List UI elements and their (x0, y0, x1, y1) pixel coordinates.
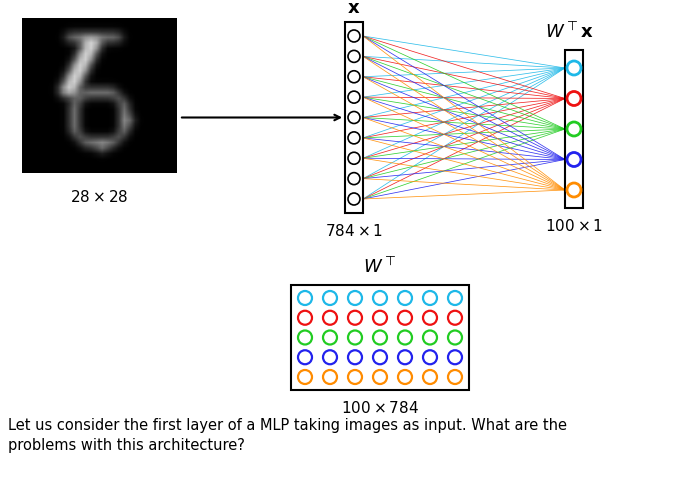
Circle shape (423, 350, 437, 364)
Circle shape (567, 92, 581, 105)
Circle shape (348, 112, 360, 123)
Circle shape (423, 331, 437, 344)
Circle shape (373, 331, 387, 344)
Circle shape (348, 193, 360, 205)
Circle shape (348, 331, 362, 344)
Circle shape (348, 370, 362, 384)
Circle shape (398, 291, 412, 305)
Circle shape (323, 291, 337, 305)
Text: $\mathbf{x}$: $\mathbf{x}$ (347, 0, 361, 17)
Circle shape (298, 311, 312, 325)
Circle shape (373, 291, 387, 305)
Circle shape (567, 122, 581, 136)
Circle shape (398, 350, 412, 364)
Circle shape (323, 311, 337, 325)
Circle shape (567, 153, 581, 166)
Circle shape (448, 331, 462, 344)
Circle shape (448, 370, 462, 384)
Circle shape (298, 350, 312, 364)
Circle shape (448, 311, 462, 325)
Circle shape (348, 30, 360, 42)
Circle shape (567, 183, 581, 197)
Circle shape (323, 331, 337, 344)
Circle shape (398, 311, 412, 325)
Text: Let us consider the first layer of a MLP taking images as input. What are the: Let us consider the first layer of a MLP… (8, 418, 567, 433)
Text: $W^\top$: $W^\top$ (364, 257, 397, 277)
Bar (565, 50, 583, 208)
Bar (345, 22, 363, 213)
Circle shape (298, 370, 312, 384)
Text: $100 \times 1$: $100 \times 1$ (545, 218, 603, 234)
Circle shape (373, 350, 387, 364)
Circle shape (373, 370, 387, 384)
Circle shape (448, 350, 462, 364)
Circle shape (323, 350, 337, 364)
Circle shape (423, 291, 437, 305)
Circle shape (348, 173, 360, 184)
Text: $784 \times 1$: $784 \times 1$ (325, 223, 383, 239)
Circle shape (298, 331, 312, 344)
Bar (22, 18, 177, 173)
Circle shape (398, 331, 412, 344)
Circle shape (423, 311, 437, 325)
Circle shape (348, 91, 360, 103)
Circle shape (423, 370, 437, 384)
Bar (291, 285, 469, 390)
Circle shape (348, 132, 360, 144)
Circle shape (348, 152, 360, 164)
Circle shape (348, 291, 362, 305)
Circle shape (298, 291, 312, 305)
Text: problems with this architecture?: problems with this architecture? (8, 438, 245, 453)
Circle shape (348, 71, 360, 83)
Circle shape (373, 311, 387, 325)
Circle shape (348, 50, 360, 62)
Circle shape (348, 350, 362, 364)
Circle shape (323, 370, 337, 384)
Circle shape (348, 311, 362, 325)
Circle shape (567, 61, 581, 75)
Text: $100 \times 784$: $100 \times 784$ (341, 400, 419, 416)
Circle shape (398, 370, 412, 384)
Text: $28 \times 28$: $28 \times 28$ (70, 189, 129, 205)
Text: $W^\top\mathbf{x}$: $W^\top\mathbf{x}$ (544, 22, 593, 42)
Circle shape (448, 291, 462, 305)
